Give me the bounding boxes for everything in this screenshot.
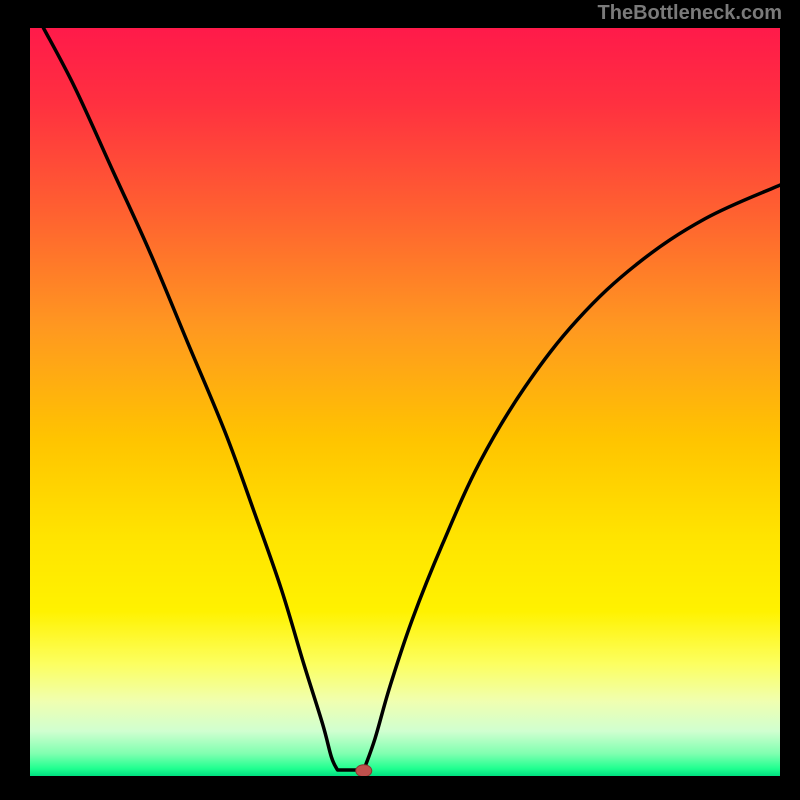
watermark-text: TheBottleneck.com — [598, 2, 782, 25]
plot-area — [30, 28, 780, 776]
gradient-background — [30, 28, 780, 776]
